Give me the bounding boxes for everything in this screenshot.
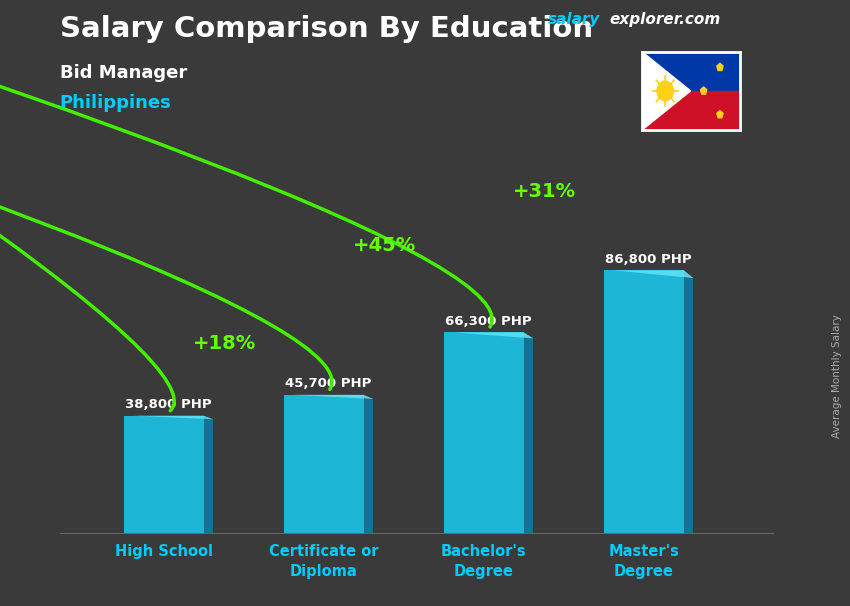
Text: +45%: +45%	[353, 236, 416, 255]
Bar	[642, 91, 740, 130]
Bar	[604, 270, 684, 533]
Polygon shape	[717, 110, 723, 118]
Polygon shape	[700, 87, 706, 94]
Bar	[123, 416, 204, 533]
Bar	[284, 395, 364, 533]
Polygon shape	[284, 395, 373, 399]
Text: 86,800 PHP: 86,800 PHP	[605, 253, 692, 265]
Text: 45,700 PHP: 45,700 PHP	[286, 378, 371, 390]
Text: explorer.com: explorer.com	[609, 12, 721, 27]
Text: 66,300 PHP: 66,300 PHP	[445, 315, 532, 328]
Text: Salary Comparison By Education: Salary Comparison By Education	[60, 15, 592, 43]
Text: Bid Manager: Bid Manager	[60, 64, 187, 82]
Polygon shape	[642, 52, 690, 130]
Polygon shape	[717, 64, 723, 70]
Polygon shape	[524, 338, 533, 533]
Polygon shape	[444, 332, 533, 338]
Bar	[444, 332, 524, 533]
Bar	[642, 52, 740, 91]
Circle shape	[657, 81, 673, 101]
Text: +18%: +18%	[193, 334, 256, 353]
Text: Average Monthly Salary: Average Monthly Salary	[832, 314, 842, 438]
Text: Philippines: Philippines	[60, 94, 171, 112]
Polygon shape	[364, 399, 373, 533]
Polygon shape	[604, 270, 694, 278]
Polygon shape	[684, 278, 694, 533]
Polygon shape	[204, 419, 213, 533]
Polygon shape	[123, 416, 213, 419]
Text: 38,800 PHP: 38,800 PHP	[125, 398, 212, 411]
Text: +31%: +31%	[513, 182, 576, 201]
Text: salary: salary	[548, 12, 601, 27]
